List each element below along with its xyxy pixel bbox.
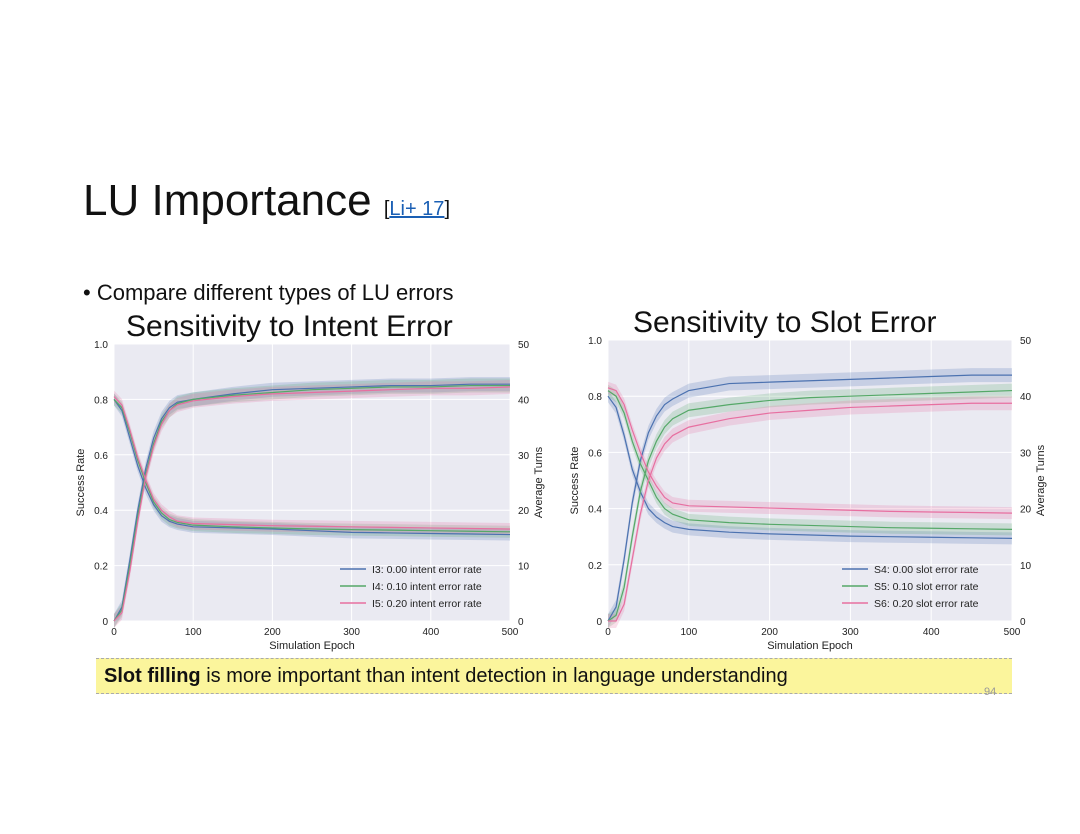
y2-tick-label: 10 (1020, 561, 1032, 572)
plot-area (608, 340, 1012, 621)
success-line-0 (113, 383, 510, 622)
y2-tick-label: 0 (1020, 617, 1026, 628)
y-tick-label: 0.4 (588, 505, 602, 516)
y2-axis-label: Average Turns (533, 446, 545, 518)
citation-open-bracket: [ (383, 198, 390, 220)
y-tick-label: 0.8 (94, 395, 108, 406)
x-tick-label: 100 (680, 627, 697, 638)
y-axis-label: Success Rate (75, 449, 87, 517)
note-bold-text: Slot filling (104, 665, 201, 687)
y-tick-label: 0.2 (588, 561, 602, 572)
y-tick-label: 0.6 (94, 451, 108, 462)
bullet-icon: • (83, 280, 97, 305)
citation: [Li+ 17] (384, 198, 450, 220)
success-line-1 (607, 389, 1013, 622)
x-tick-label: 500 (1004, 627, 1021, 638)
y2-axis-label: Average Turns (1035, 444, 1047, 516)
page-number: 94 (984, 686, 997, 698)
x-tick-label: 400 (422, 627, 439, 638)
legend-label-2: I5: 0.20 intent error rate (372, 598, 482, 610)
turns-line-2 (607, 387, 1013, 514)
y2-tick-label: 50 (518, 340, 530, 351)
y2-tick-label: 30 (1020, 448, 1032, 459)
bullet-item: • Compare different types of LU errors (83, 280, 453, 306)
x-tick-label: 500 (502, 627, 519, 638)
legend-label-1: S5: 0.10 slot error rate (874, 581, 979, 593)
x-tick-label: 200 (264, 627, 281, 638)
legend-label-0: S4: 0.00 slot error rate (874, 564, 979, 576)
legend-label-2: S6: 0.20 slot error rate (874, 598, 979, 610)
x-tick-label: 0 (605, 627, 611, 638)
chart-title-intent: Sensitivity to Intent Error (126, 310, 453, 343)
chart-title-slot: Sensitivity to Slot Error (633, 306, 937, 339)
y2-tick-label: 0 (518, 617, 524, 628)
slot-error-chart: 0 100 200 300 400 50000.20.40.60.81.001020304… (569, 336, 1047, 652)
y-axis-label: Success Rate (569, 447, 581, 515)
y2-tick-label: 20 (518, 506, 530, 517)
y-tick-label: 0.2 (94, 562, 108, 573)
x-axis-label: Simulation Epoch (269, 640, 355, 652)
slide-title: LU Importance [Li+ 17] (83, 176, 450, 226)
turns-line-0 (607, 395, 1013, 539)
y2-tick-label: 20 (1020, 505, 1032, 516)
success-line-2 (608, 402, 1012, 622)
turns-line-0 (113, 399, 511, 536)
x-tick-label: 400 (923, 627, 940, 638)
y-tick-label: 0.8 (588, 392, 602, 403)
success-line-2 (113, 386, 511, 622)
turns-line-2 (113, 396, 511, 530)
slide-title-text: LU Importance (83, 176, 372, 225)
citation-close-bracket: ] (444, 198, 450, 220)
turns-line-1 (607, 390, 1013, 530)
x-tick-label: 0 (111, 627, 117, 638)
y2-tick-label: 30 (518, 451, 530, 462)
y-tick-label: 0.4 (94, 506, 108, 517)
y-tick-label: 1.0 (94, 340, 108, 351)
y2-tick-label: 10 (518, 562, 530, 573)
y-tick-label: 1.0 (588, 336, 602, 347)
success-line-1 (113, 384, 510, 622)
note-text: is more important than intent detection … (200, 665, 788, 687)
x-axis-label: Simulation Epoch (767, 640, 853, 652)
x-tick-label: 100 (185, 627, 202, 638)
success-line-0 (607, 374, 1012, 622)
y-tick-label: 0.6 (588, 448, 602, 459)
x-tick-label: 200 (761, 627, 778, 638)
conclusion-note: Slot filling is more important than inte… (96, 658, 1012, 694)
bullet-text: Compare different types of LU errors (96, 280, 454, 305)
x-tick-label: 300 (842, 627, 859, 638)
y2-tick-label: 40 (518, 395, 530, 406)
legend-label-0: I3: 0.00 intent error rate (372, 564, 482, 576)
turns-line-1 (113, 398, 511, 533)
y2-tick-label: 50 (1020, 336, 1032, 347)
citation-link[interactable]: Li+ 17 (389, 198, 445, 220)
y-tick-label: 0 (596, 617, 602, 628)
legend-label-1: I4: 0.10 intent error rate (372, 581, 482, 593)
intent-error-chart: 0 100 200 300 400 50000.20.40.60.81.001020304… (75, 340, 545, 652)
x-tick-label: 300 (343, 627, 360, 638)
y2-tick-label: 40 (1020, 392, 1032, 403)
y-tick-label: 0 (102, 617, 108, 628)
